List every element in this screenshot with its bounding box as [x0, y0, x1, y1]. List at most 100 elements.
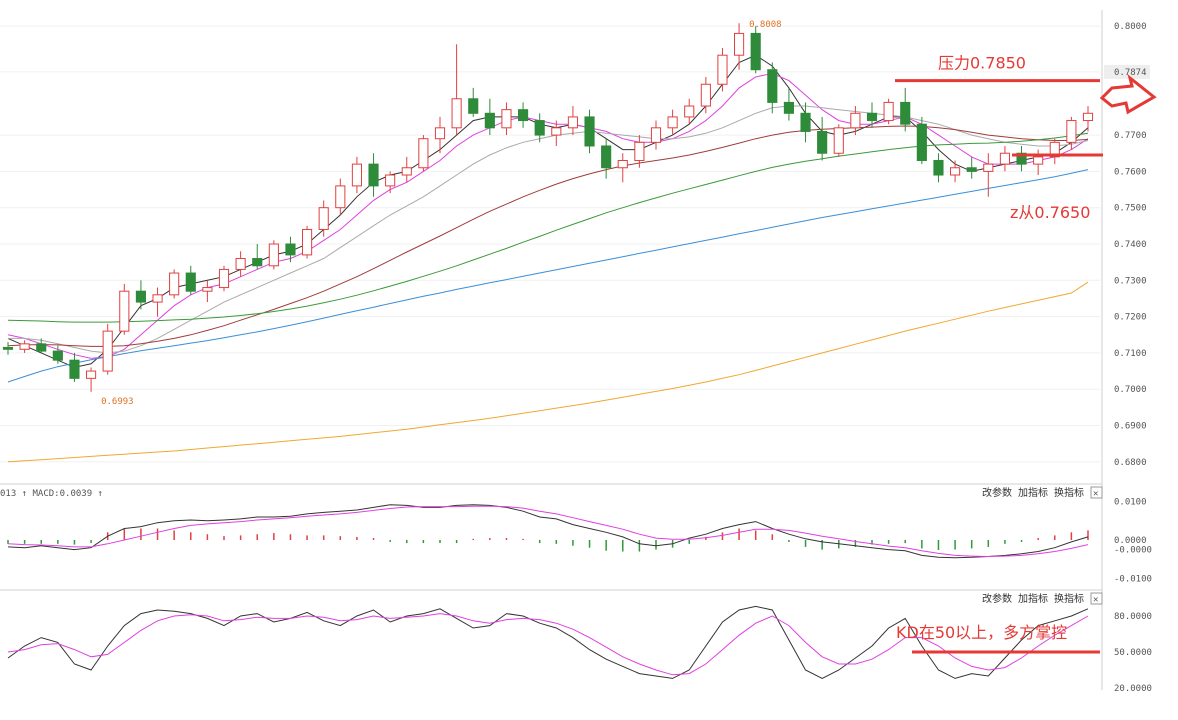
- candle-down: [933, 159, 944, 176]
- y-tick-label: 0.8000: [1114, 22, 1147, 32]
- candle-up: [950, 167, 961, 176]
- candle-down: [468, 98, 479, 114]
- candle-up: [1033, 156, 1044, 165]
- candle-up: [268, 243, 279, 267]
- y-tick-label: -0.0000: [1114, 546, 1152, 556]
- candle-up: [19, 343, 30, 350]
- macd-button-1[interactable]: 加指标: [1018, 486, 1048, 499]
- y-tick-label: 0.0000: [1114, 536, 1147, 546]
- low-price-marker: 0.6993: [101, 397, 134, 407]
- candle-up: [318, 207, 329, 230]
- candle-up: [1049, 141, 1060, 158]
- candle-up: [850, 112, 861, 129]
- candle-down: [285, 243, 296, 256]
- y-tick-label: 0.7300: [1114, 276, 1147, 286]
- candle-up: [218, 268, 230, 289]
- candle-up: [684, 105, 695, 118]
- close-icon: ✕: [1093, 595, 1098, 605]
- candle-up: [418, 138, 429, 169]
- macd-header: 013 ↑ MACD:0.0039 ↑: [0, 489, 103, 499]
- y-tick-label: 20.0000: [1114, 684, 1152, 694]
- candle-up: [302, 228, 313, 256]
- y-tick-label: -0.0100: [1114, 574, 1152, 584]
- moving-average-line: [7, 169, 1089, 383]
- candle-down: [866, 112, 878, 122]
- candle-up: [983, 163, 994, 172]
- candle-up: [351, 163, 362, 187]
- y-tick-label: 0.7100: [1114, 349, 1147, 359]
- candle-down: [584, 116, 595, 147]
- candle-down: [817, 130, 828, 154]
- candle-up: [667, 116, 678, 129]
- candle-up: [1066, 120, 1077, 143]
- candle-up: [734, 32, 745, 56]
- candle-down: [368, 163, 379, 187]
- candle-up: [401, 167, 412, 176]
- moving-average-line: [7, 132, 1089, 323]
- candle-down: [900, 101, 911, 125]
- macd-close-button[interactable]: [1090, 486, 1103, 499]
- candle-up: [999, 152, 1010, 165]
- candle-up: [634, 141, 645, 161]
- macd-button-0[interactable]: 改参数: [982, 486, 1012, 499]
- candle-up: [551, 127, 562, 136]
- moving-average-line: [7, 125, 1089, 347]
- candle-down: [966, 167, 977, 172]
- candle-up: [883, 101, 894, 122]
- kd-button-1[interactable]: 加指标: [1018, 592, 1048, 605]
- y-tick-label: 0.7200: [1114, 313, 1147, 323]
- kd-button-0[interactable]: 改参数: [982, 592, 1012, 605]
- moving-average-line: [7, 281, 1089, 463]
- candle-up: [102, 330, 113, 372]
- candle-up: [235, 258, 246, 270]
- y-tick-label: 0.7874: [1114, 68, 1147, 78]
- y-tick-label: 0.7700: [1114, 131, 1147, 141]
- candle-down: [69, 359, 80, 379]
- y-tick-label: 0.7500: [1114, 204, 1147, 214]
- y-tick-label: 0.7400: [1114, 240, 1147, 250]
- candle-down: [783, 101, 794, 114]
- candle-up: [833, 127, 844, 154]
- up-arrow-icon: [1099, 74, 1157, 115]
- candle-up: [385, 174, 396, 187]
- macd-dea-line: [7, 505, 1089, 558]
- candle-down: [135, 290, 146, 303]
- candle-up: [119, 290, 130, 332]
- high-price-marker: 0.8008: [749, 20, 782, 30]
- kd-button-2[interactable]: 换指标: [1054, 592, 1084, 605]
- candle-down: [518, 109, 529, 122]
- current-price-box: [1104, 64, 1150, 79]
- macd-dif-line: [7, 504, 1089, 559]
- candle-up: [1082, 112, 1094, 122]
- candle-up: [152, 294, 163, 303]
- candle-down: [534, 120, 545, 136]
- candle-down: [800, 112, 811, 132]
- y-tick-label: 0.7600: [1114, 167, 1147, 177]
- y-tick-label: 0.0100: [1114, 498, 1147, 508]
- kd-close-button[interactable]: [1090, 592, 1103, 605]
- candle-up: [617, 159, 628, 169]
- candle-down: [36, 343, 47, 352]
- candle-down: [185, 272, 196, 292]
- candle-down: [916, 123, 927, 161]
- moving-average-line: [7, 72, 1089, 359]
- y-tick-label: 0.7000: [1114, 385, 1147, 395]
- candle-up: [567, 116, 578, 129]
- y-tick-label: 80.0000: [1114, 612, 1152, 622]
- candle-up: [335, 185, 346, 209]
- candle-down: [484, 112, 495, 129]
- candle-down: [2, 346, 14, 350]
- candle-down: [252, 258, 263, 267]
- support-label: z从0.7650: [1010, 203, 1090, 222]
- candle-down: [601, 145, 612, 169]
- candle-down: [1016, 152, 1027, 165]
- kd-d-line: [7, 613, 1089, 676]
- macd-button-2[interactable]: 换指标: [1054, 486, 1084, 499]
- candle-down: [52, 350, 63, 361]
- candle-down: [767, 69, 778, 103]
- candle-up: [434, 127, 446, 140]
- resistance-label: 压力0.7850: [938, 54, 1026, 73]
- y-tick-label: 0.6800: [1114, 458, 1147, 468]
- candle-up: [202, 287, 213, 292]
